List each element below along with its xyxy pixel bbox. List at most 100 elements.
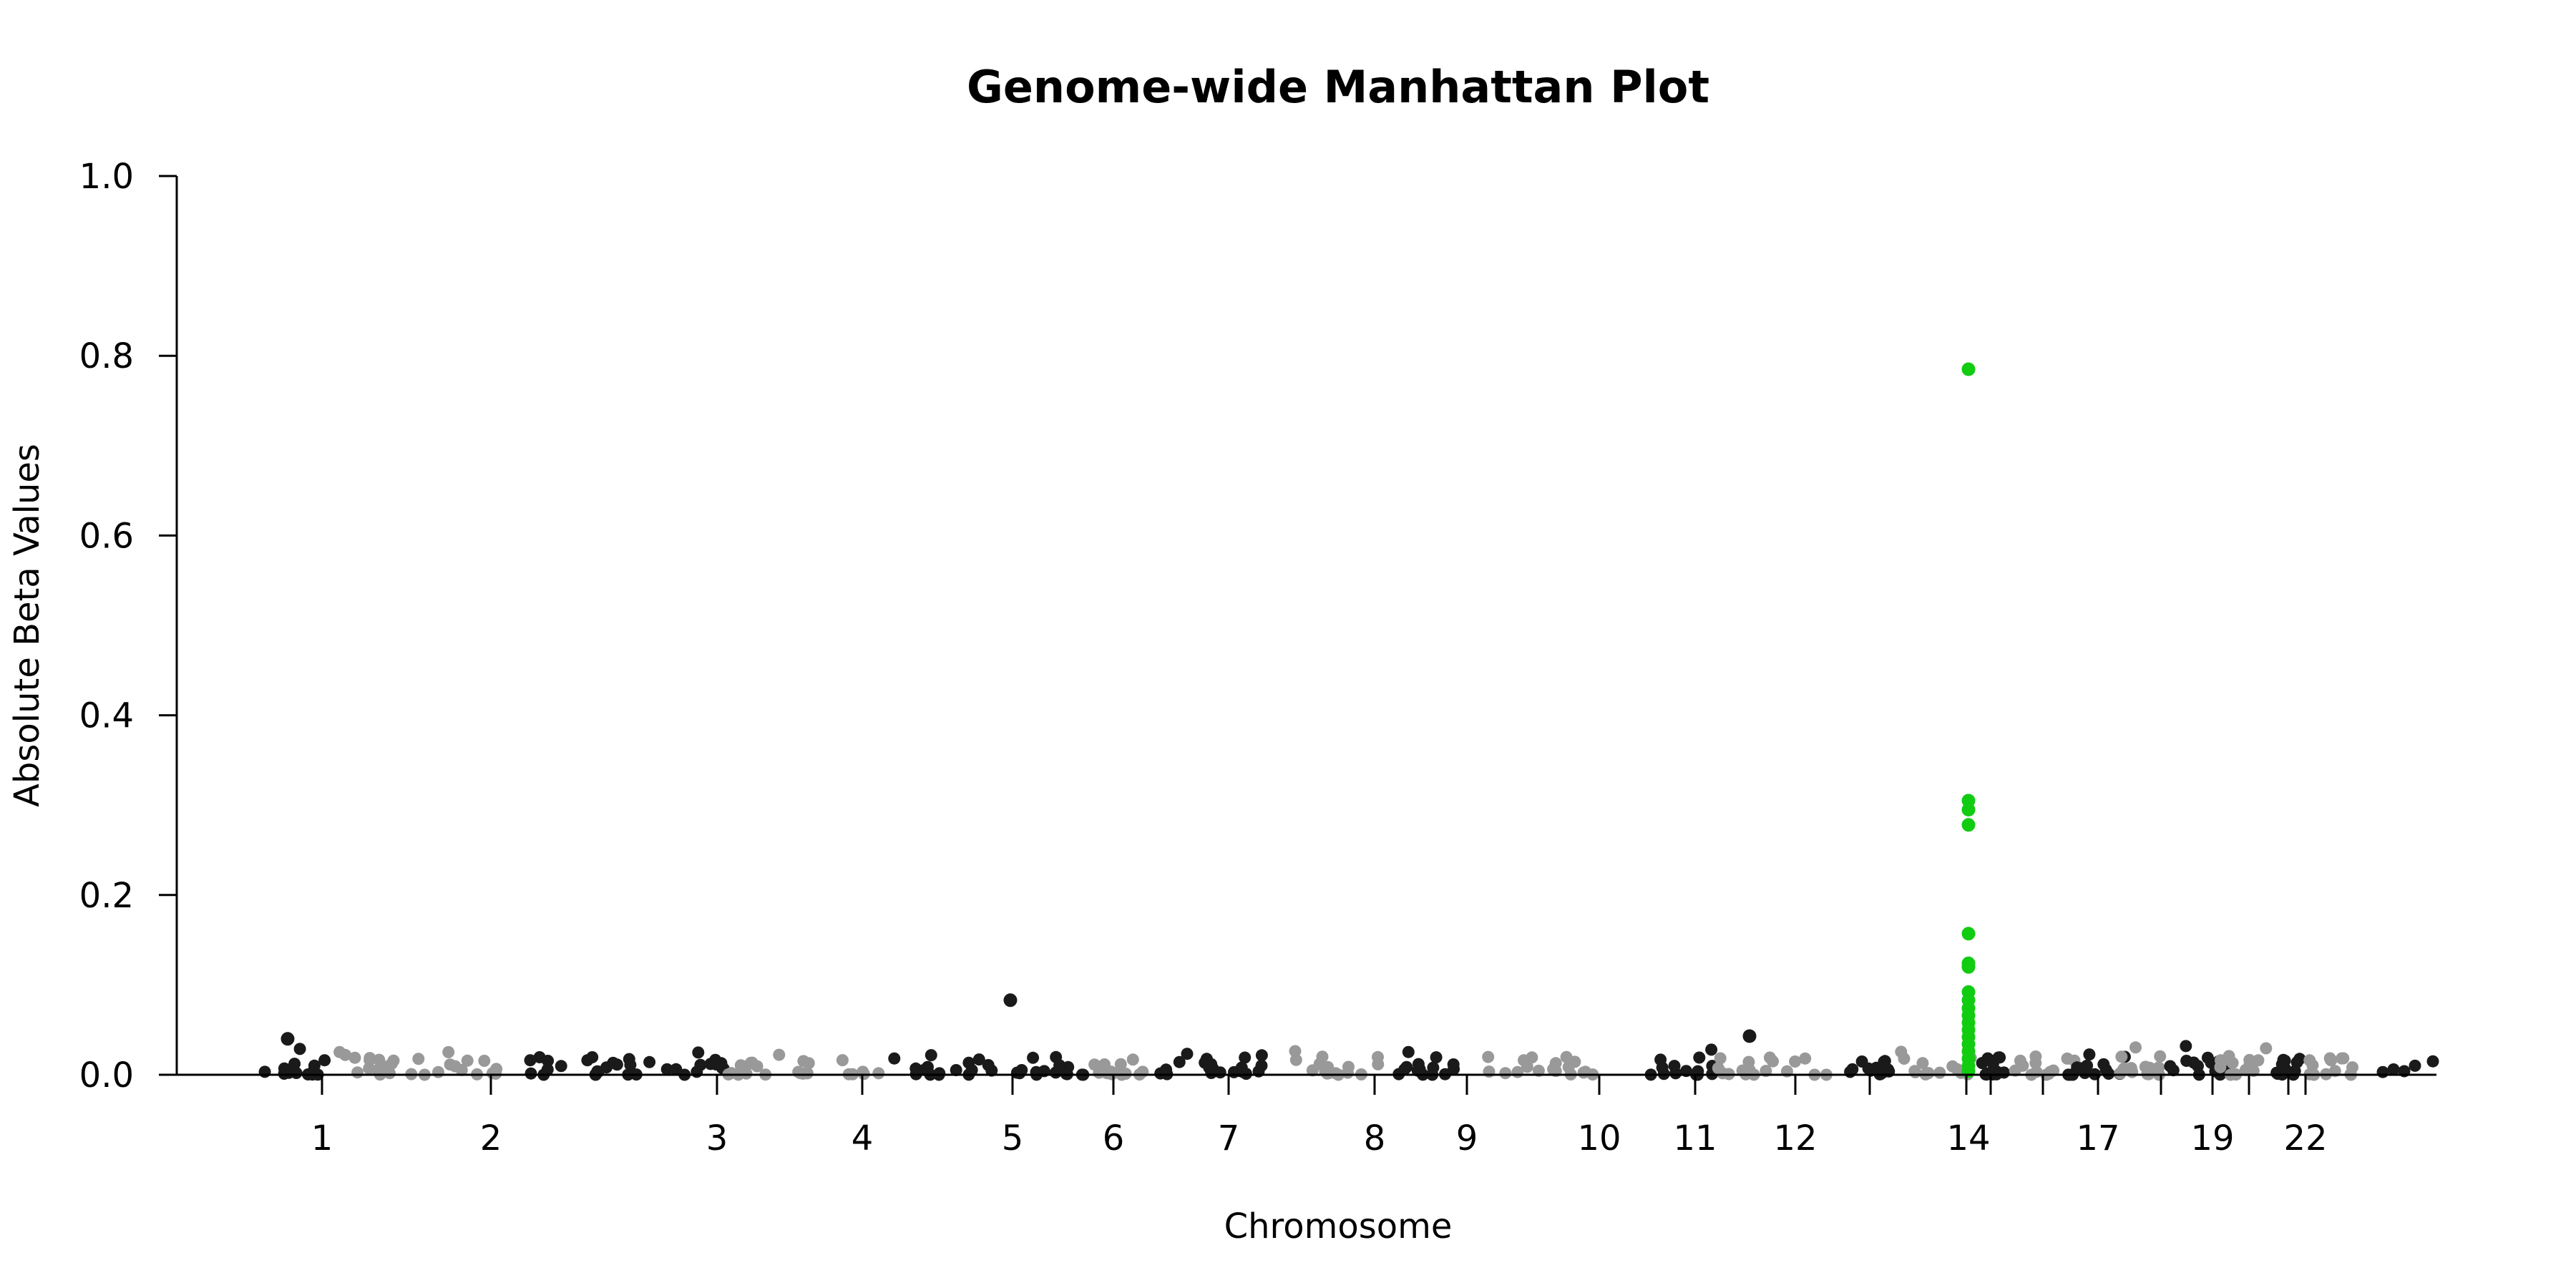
data-point — [2192, 1060, 2204, 1073]
data-point — [442, 1045, 455, 1058]
data-point — [1870, 1061, 1883, 1074]
data-point — [872, 1067, 885, 1080]
data-point — [1289, 1045, 1302, 1058]
data-point — [2009, 1064, 2021, 1077]
data-point — [306, 1067, 318, 1080]
data-point — [1173, 1055, 1186, 1068]
data-point — [1668, 1060, 1681, 1073]
data-point — [348, 1051, 361, 1064]
data-point — [1511, 1065, 1524, 1078]
data-point — [364, 1053, 376, 1066]
notable-point — [280, 1032, 295, 1046]
data-point — [2115, 1050, 2128, 1063]
data-point — [288, 1058, 301, 1070]
data-point — [542, 1055, 555, 1067]
highlight-point — [1961, 1064, 1976, 1078]
data-point — [461, 1054, 474, 1067]
data-point — [1205, 1058, 1218, 1070]
x-tick-label: 5 — [1002, 1118, 1024, 1158]
data-point — [1372, 1058, 1385, 1070]
data-point — [432, 1065, 444, 1078]
data-point — [1562, 1060, 1575, 1073]
data-point — [2071, 1061, 2084, 1074]
data-point — [2083, 1048, 2096, 1061]
highlight-point — [1961, 803, 1976, 816]
data-point — [2260, 1042, 2273, 1055]
highlight-point — [1961, 927, 1976, 941]
data-point — [1712, 1062, 1724, 1075]
data-point — [2239, 1064, 2252, 1076]
data-point — [660, 1063, 673, 1075]
data-point — [1526, 1051, 1538, 1064]
data-point — [581, 1054, 594, 1067]
data-point — [1789, 1055, 1802, 1068]
data-point — [2323, 1052, 2336, 1065]
data-point — [1181, 1048, 1194, 1060]
data-point — [794, 1067, 806, 1080]
data-point — [1413, 1063, 1426, 1075]
x-tick-label: 17 — [2076, 1118, 2119, 1158]
data-point — [797, 1055, 810, 1068]
data-point — [486, 1067, 499, 1080]
data-point — [740, 1067, 753, 1080]
y-tick-label: 0.4 — [79, 696, 134, 736]
data-point — [525, 1067, 537, 1080]
x-tick-label: 6 — [1103, 1118, 1125, 1158]
data-point — [1483, 1065, 1496, 1078]
data-point — [694, 1058, 707, 1071]
data-point — [2243, 1053, 2256, 1066]
x-tick-label: 3 — [706, 1118, 728, 1158]
data-point — [555, 1060, 567, 1073]
data-point — [1214, 1066, 1226, 1079]
data-point — [1154, 1067, 1167, 1080]
data-point — [1946, 1060, 1959, 1073]
x-tick-label: 8 — [1364, 1118, 1386, 1158]
x-axis-ticks: 1 2 3 4 5 6 7 8 9 10 11 12 14 17 19 22 — [311, 1075, 2328, 1158]
data-point — [2154, 1050, 2167, 1063]
y-tick-label: 0.0 — [79, 1055, 134, 1096]
data-point — [2061, 1052, 2074, 1065]
data-point — [2201, 1051, 2214, 1064]
data-point — [1579, 1065, 1592, 1078]
y-tick-label: 1.0 — [79, 157, 134, 197]
data-point — [1846, 1063, 1859, 1075]
data-point — [1239, 1051, 1252, 1064]
data-point — [2029, 1050, 2042, 1063]
x-tick-label: 12 — [1773, 1118, 1817, 1158]
data-point — [1013, 1067, 1026, 1080]
data-point — [888, 1052, 901, 1065]
y-axis-title: Absolute Beta Values — [7, 444, 47, 807]
data-point — [412, 1053, 425, 1065]
data-point — [1342, 1060, 1355, 1073]
data-point — [1560, 1050, 1573, 1063]
data-point — [293, 1043, 306, 1055]
x-tick-label: 19 — [2190, 1118, 2234, 1158]
data-point — [773, 1048, 786, 1061]
data-point — [1549, 1057, 1562, 1070]
data-point — [909, 1062, 922, 1075]
highlight-point — [1961, 362, 1976, 376]
data-point — [387, 1054, 400, 1067]
data-point — [1693, 1051, 1706, 1064]
data-point — [1898, 1053, 1911, 1065]
y-tick-label: 0.2 — [79, 876, 134, 916]
data-point — [1255, 1049, 1268, 1062]
data-point — [1289, 1053, 1302, 1066]
data-point — [1448, 1063, 1460, 1075]
y-tick-label: 0.8 — [79, 336, 134, 376]
data-point — [1933, 1066, 1946, 1079]
data-point — [318, 1054, 331, 1067]
x-tick-label: 14 — [1946, 1118, 1990, 1158]
data-point — [2376, 1065, 2389, 1078]
data-point — [1482, 1050, 1495, 1063]
data-point — [1882, 1063, 1895, 1076]
data-point — [985, 1064, 998, 1077]
data-point — [1714, 1052, 1727, 1065]
data-point — [455, 1063, 468, 1076]
data-point — [2387, 1063, 2400, 1075]
data-point — [1656, 1061, 1669, 1074]
x-axis-title: Chromosome — [1224, 1206, 1453, 1246]
data-point — [2099, 1063, 2112, 1076]
data-point — [2014, 1054, 2026, 1067]
data-point — [950, 1064, 962, 1076]
